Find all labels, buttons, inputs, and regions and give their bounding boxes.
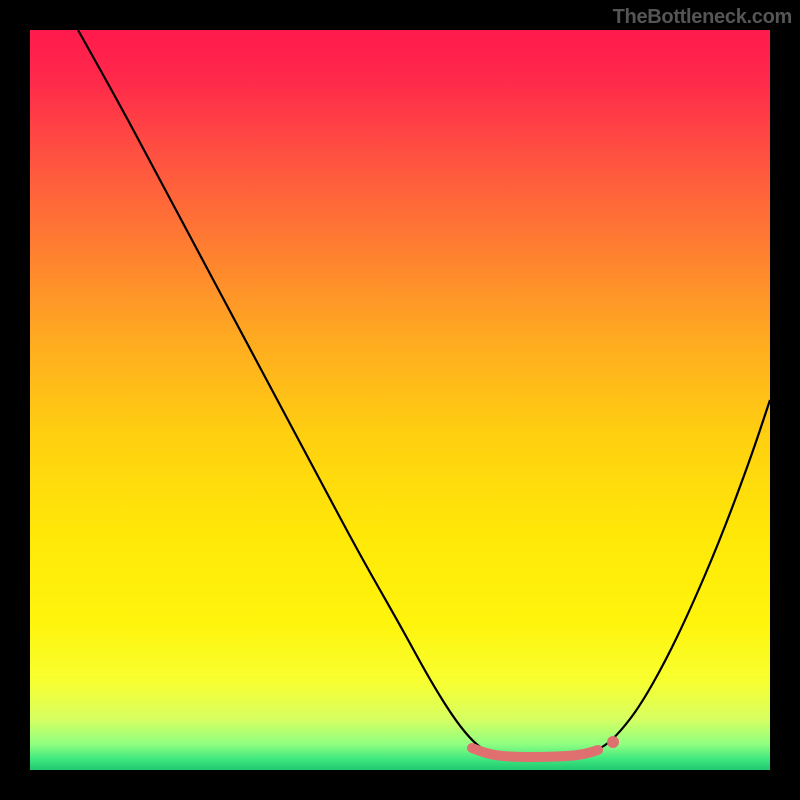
watermark-text: TheBottleneck.com — [613, 6, 792, 29]
gradient-background — [30, 30, 770, 770]
optimal-range-end-dot — [607, 736, 619, 748]
chart-container: TheBottleneck.com — [0, 0, 800, 800]
plot-area — [30, 30, 770, 770]
chart-svg — [30, 30, 770, 770]
